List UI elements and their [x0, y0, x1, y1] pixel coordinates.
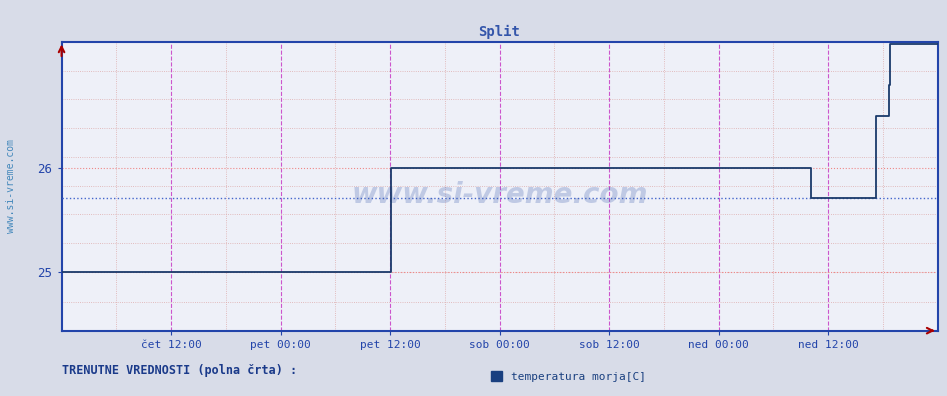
Text: www.si-vreme.com: www.si-vreme.com [7, 139, 16, 233]
Legend: temperatura morja[C]: temperatura morja[C] [486, 367, 651, 386]
Title: Split: Split [478, 25, 521, 39]
Text: www.si-vreme.com: www.si-vreme.com [351, 181, 648, 209]
Text: TRENUTNE VREDNOSTI (polna črta) :: TRENUTNE VREDNOSTI (polna črta) : [62, 364, 296, 377]
